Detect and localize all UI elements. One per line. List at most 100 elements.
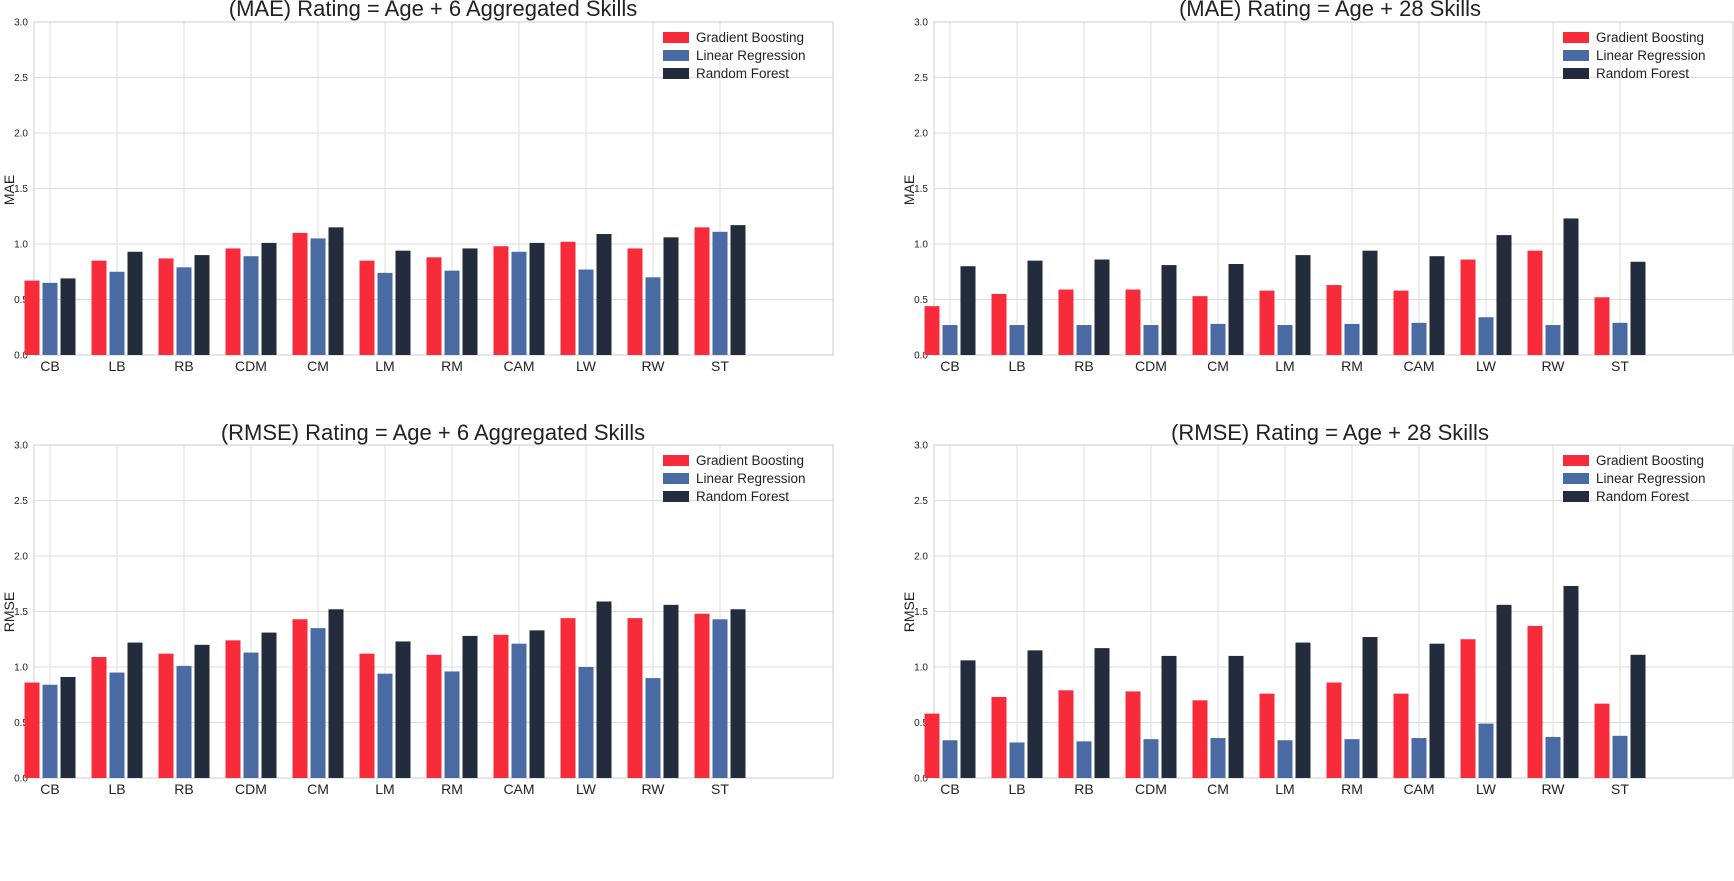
bar-random-forest-rb <box>1094 259 1110 355</box>
bar-gradient-boosting-rb <box>1058 690 1074 778</box>
bar-linear-regression-cam <box>511 251 527 355</box>
bar-random-forest-rw <box>663 604 679 778</box>
bar-gradient-boosting-cb <box>924 306 940 355</box>
legend-swatch-random-forest <box>663 491 689 502</box>
bar-linear-regression-lb <box>109 271 125 355</box>
bar-linear-regression-rm <box>1344 323 1360 355</box>
bar-gradient-boosting-cdm <box>225 640 241 778</box>
bar-gradient-boosting-st <box>1594 703 1610 778</box>
legend-swatch-gradient-boosting <box>1563 32 1589 43</box>
bar-gradient-boosting-lm <box>359 260 375 355</box>
chart-panel-2: 0.0 0.5 1.0 1.5 2.0 2.5 3.0 CB LB RB CDM CM LM RM CAM L… <box>901 0 1734 374</box>
x-tick-label: RW <box>1541 358 1565 374</box>
bar-gradient-boosting-rm <box>1326 285 1342 355</box>
x-tick-label: CDM <box>1135 781 1167 797</box>
bar-random-forest-lb <box>1027 260 1043 355</box>
bar-random-forest-lm <box>1295 255 1311 355</box>
bar-random-forest-lb <box>127 251 143 355</box>
chart-panel-4: 0.0 0.5 1.0 1.5 2.0 2.5 3.0 CB LB RB CDM CM LM RM CAM L… <box>901 420 1734 797</box>
bar-random-forest-st <box>1630 261 1646 355</box>
x-tick-label: ST <box>1611 781 1629 797</box>
bar-linear-regression-cm <box>1210 738 1226 778</box>
x-tick-label: RW <box>1541 781 1565 797</box>
bar-linear-regression-cb <box>942 325 958 355</box>
legend-swatch-random-forest <box>1563 491 1589 502</box>
legend-label: Linear Regression <box>696 471 806 486</box>
bar-gradient-boosting-rm <box>1326 682 1342 778</box>
bar-gradient-boosting-cam <box>1393 693 1409 778</box>
bar-linear-regression-cm <box>1210 323 1226 355</box>
bar-random-forest-st <box>730 609 746 778</box>
bar-random-forest-cb <box>960 660 976 778</box>
legend-swatch-gradient-boosting <box>1563 455 1589 466</box>
bar-linear-regression-cam <box>511 643 527 778</box>
legend-label: Random Forest <box>1596 489 1689 504</box>
bar-linear-regression-rw <box>645 277 661 355</box>
x-tick-label: RB <box>174 781 193 797</box>
x-tick-label: CAM <box>503 781 534 797</box>
bar-linear-regression-cam <box>1411 322 1427 355</box>
bar-gradient-boosting-cm <box>1192 296 1208 355</box>
bar-linear-regression-rb <box>1076 741 1092 778</box>
x-tick-label: RM <box>441 358 463 374</box>
bar-gradient-boosting-cdm <box>1125 289 1141 355</box>
bar-linear-regression-lb <box>109 672 125 778</box>
y-tick-label: 0.0 <box>14 351 28 362</box>
x-tick-label: CB <box>940 358 959 374</box>
y-tick-label: 0.0 <box>914 774 928 785</box>
chart-panel-1: 0.0 0.5 1.0 1.5 2.0 2.5 3.0 CB LB RB CDM CM LM RM CAM L… <box>1 0 834 374</box>
x-tick-label: CM <box>1207 781 1229 797</box>
x-tick-label: RW <box>641 358 665 374</box>
bar-linear-regression-lb <box>1009 325 1025 355</box>
bar-gradient-boosting-st <box>694 227 710 355</box>
bar-linear-regression-rm <box>444 671 460 778</box>
bar-linear-regression-lm <box>1277 325 1293 355</box>
bar-gradient-boosting-lb <box>991 696 1007 778</box>
y-tick-label: 1.5 <box>14 607 28 618</box>
bar-linear-regression-cam <box>1411 738 1427 778</box>
bar-random-forest-lb <box>1027 650 1043 778</box>
y-tick-label: 1.0 <box>14 240 28 251</box>
y-tick-label: 2.0 <box>914 552 928 563</box>
bar-random-forest-cam <box>1429 256 1445 355</box>
x-tick-label: CAM <box>503 358 534 374</box>
bar-random-forest-rb <box>194 644 210 778</box>
bar-linear-regression-st <box>712 231 728 355</box>
bar-random-forest-lw <box>596 601 612 778</box>
x-tick-label: ST <box>711 358 729 374</box>
legend-swatch-linear-regression <box>1563 473 1589 484</box>
bar-random-forest-cam <box>1429 643 1445 778</box>
y-tick-label: 3.0 <box>14 441 28 452</box>
x-tick-label: LM <box>375 358 394 374</box>
bar-gradient-boosting-cm <box>292 232 308 355</box>
bar-gradient-boosting-lm <box>1259 693 1275 778</box>
bar-linear-regression-cm <box>310 628 326 778</box>
bar-linear-regression-st <box>1612 322 1628 355</box>
y-tick-label: 1.5 <box>914 184 928 195</box>
bar-gradient-boosting-rb <box>158 258 174 355</box>
y-tick-label: 1.0 <box>914 663 928 674</box>
bar-gradient-boosting-lw <box>560 618 576 778</box>
bar-linear-regression-cm <box>310 238 326 355</box>
bar-linear-regression-cdm <box>243 652 259 778</box>
bar-linear-regression-lb <box>1009 742 1025 778</box>
bar-random-forest-rw <box>663 237 679 355</box>
y-tick-label: 1.5 <box>14 184 28 195</box>
bar-random-forest-cdm <box>1161 265 1177 355</box>
y-tick-label: 2.5 <box>914 496 928 507</box>
y-tick-label: 0.0 <box>914 351 928 362</box>
y-tick-label: 2.0 <box>14 552 28 563</box>
x-tick-label: CM <box>1207 358 1229 374</box>
legend-swatch-linear-regression <box>663 50 689 61</box>
bar-random-forest-rb <box>1094 648 1110 778</box>
x-tick-label: ST <box>711 781 729 797</box>
y-tick-label: 2.5 <box>14 496 28 507</box>
x-tick-label: LB <box>108 781 125 797</box>
bar-gradient-boosting-lw <box>1460 259 1476 355</box>
legend-label: Gradient Boosting <box>696 453 804 468</box>
x-tick-label: LW <box>1476 781 1497 797</box>
x-tick-label: LW <box>576 781 597 797</box>
y-tick-label: 2.0 <box>914 129 928 140</box>
bar-random-forest-rw <box>1563 585 1579 778</box>
